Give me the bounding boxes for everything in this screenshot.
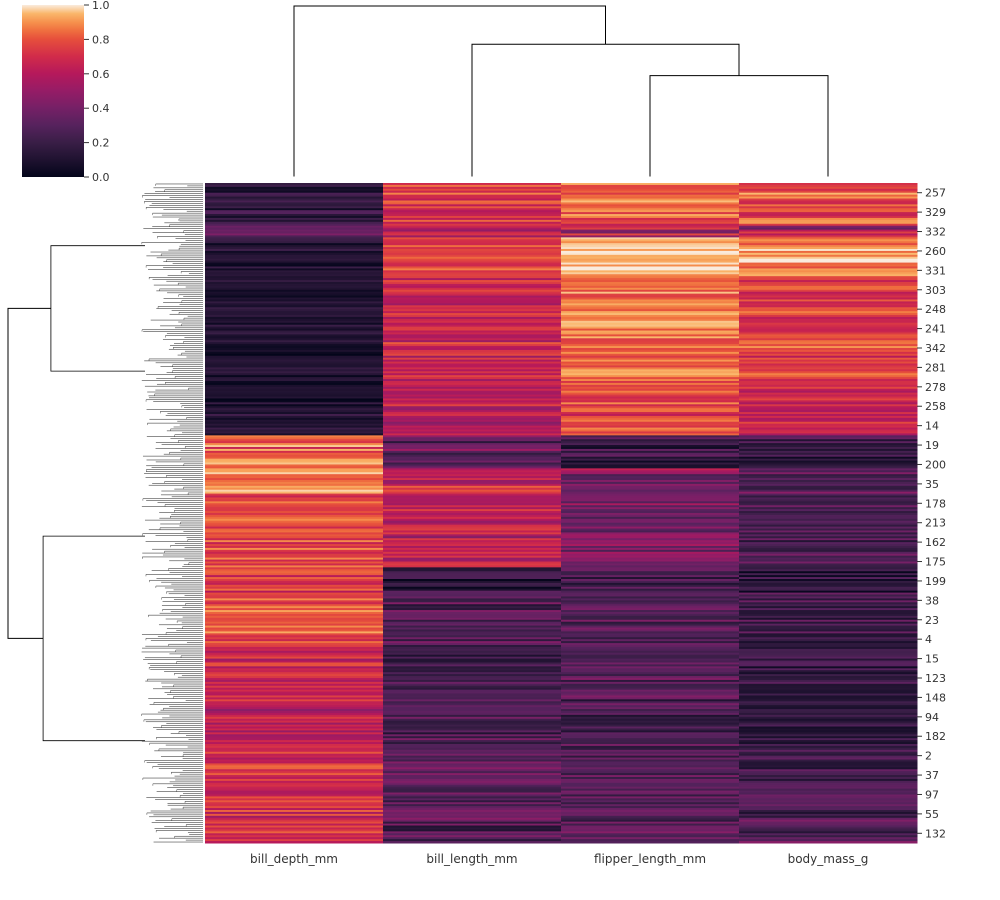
row-tick-label: 14 <box>925 420 939 433</box>
colorbar-tick-label: 0.8 <box>92 33 110 46</box>
row-tick-label: 248 <box>925 303 946 316</box>
row-tick-label: 303 <box>925 284 946 297</box>
row-tick-label: 257 <box>925 187 946 200</box>
colorbar-tick-label: 0.2 <box>92 137 110 150</box>
row-tick-label: 331 <box>925 264 946 277</box>
heatmap-cell <box>205 841 384 843</box>
row-tick-label: 342 <box>925 342 946 355</box>
row-tick-label: 200 <box>925 458 946 471</box>
row-tick-label: 19 <box>925 439 939 452</box>
row-tick-label: 23 <box>925 614 939 627</box>
row-dendrogram <box>8 184 203 842</box>
row-tick-label: 260 <box>925 245 946 258</box>
row-tick-label: 148 <box>925 691 946 704</box>
row-tick-label: 178 <box>925 497 946 510</box>
colorbar-tick-label: 1.0 <box>92 0 110 12</box>
x-axis-label: body_mass_g <box>788 852 869 866</box>
x-axis-label: bill_length_mm <box>426 852 517 866</box>
row-tick-label: 97 <box>925 788 939 801</box>
clustermap-svg: 0.0 0.2 0.4 0.6 0.8 1.0 bill_depth_mm bill_leng… <box>0 0 1000 900</box>
row-tick-label: 175 <box>925 556 946 569</box>
x-axis-label: bill_depth_mm <box>250 852 338 866</box>
row-tick-label: 162 <box>925 536 946 549</box>
row-tick-label: 2 <box>925 750 932 763</box>
row-tick-label: 332 <box>925 226 946 239</box>
heatmap-cell <box>739 841 918 843</box>
row-tick-label: 278 <box>925 381 946 394</box>
row-tick-label: 281 <box>925 361 946 374</box>
colorbar-tick-label: 0.6 <box>92 68 110 81</box>
clustermap-figure: 0.0 0.2 0.4 0.6 0.8 1.0 bill_depth_mm bill_leng… <box>0 0 1000 900</box>
row-tick-label: 4 <box>925 633 932 646</box>
row-tick-label: 15 <box>925 653 939 666</box>
row-tick-label: 37 <box>925 769 939 782</box>
x-axis-label: flipper_length_mm <box>594 852 706 866</box>
colorbar-tick-label: 0.0 <box>92 171 110 184</box>
colorbar-tick-label: 0.4 <box>92 102 110 115</box>
row-tick-label: 241 <box>925 323 946 336</box>
row-tick-label: 123 <box>925 672 946 685</box>
column-dendrogram <box>294 6 828 177</box>
row-tick-label: 199 <box>925 575 946 588</box>
heatmap-cell <box>383 841 562 843</box>
row-tick-label: 38 <box>925 594 939 607</box>
row-tick-label: 94 <box>925 711 939 724</box>
row-tick-label: 35 <box>925 478 939 491</box>
heatmap <box>205 183 918 844</box>
row-tick-label: 132 <box>925 827 946 840</box>
row-tick-label: 182 <box>925 730 946 743</box>
row-tick-label: 329 <box>925 206 946 219</box>
heatmap-cell <box>561 841 740 843</box>
row-tick-label: 213 <box>925 517 946 530</box>
row-tick-label: 55 <box>925 808 939 821</box>
colorbar <box>22 5 84 177</box>
row-tick-label: 258 <box>925 400 946 413</box>
